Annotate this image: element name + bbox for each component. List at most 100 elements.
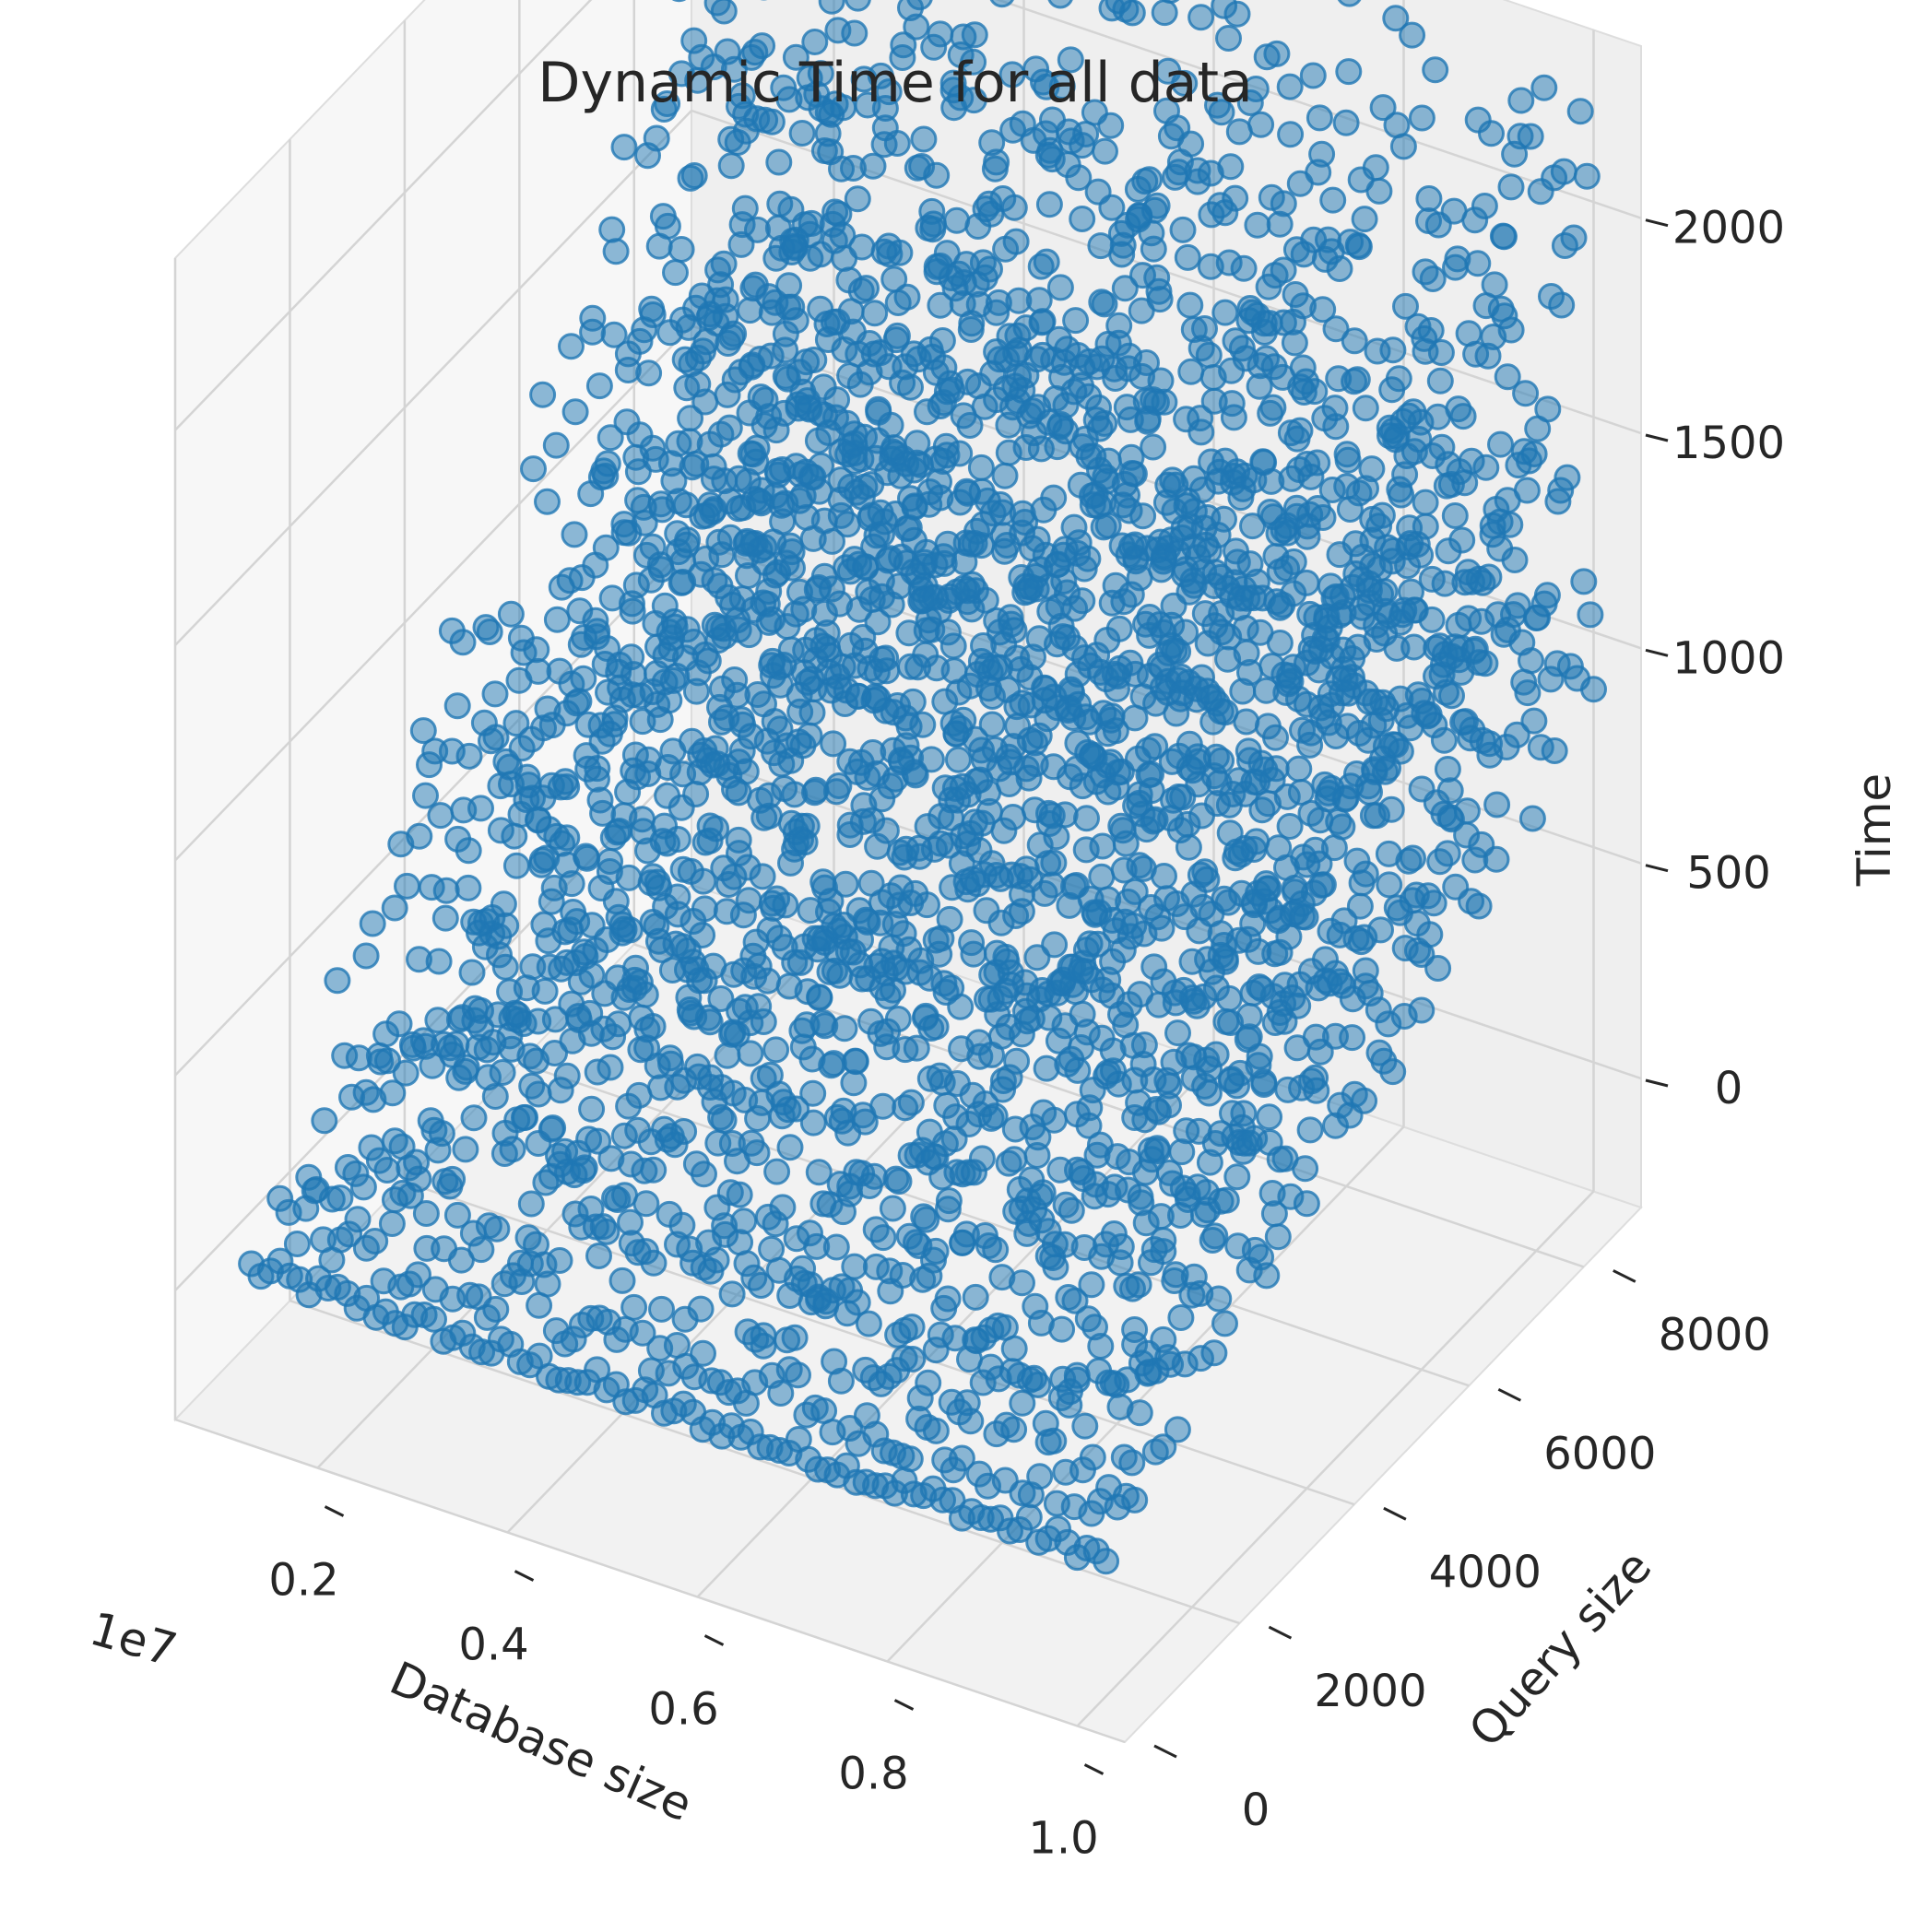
data-point [868,583,895,610]
data-point [1458,447,1485,475]
data-point [1088,289,1116,316]
data-point [1106,1393,1134,1420]
data-point [732,100,760,128]
data-point [988,1022,1015,1050]
data-point [1211,299,1239,326]
data-point [957,316,985,343]
data-point [419,1052,446,1079]
data-point [608,1266,636,1294]
data-point [1015,1503,1043,1531]
data-point [482,1295,510,1323]
data-point [1204,91,1231,119]
data-point [1162,1261,1189,1289]
data-point [893,283,921,311]
data-point [797,897,824,925]
data-point [799,1079,827,1107]
data-point [898,1314,926,1341]
data-point [762,482,789,510]
data-point [1140,433,1167,461]
data-point [697,1257,725,1285]
data-point [883,130,911,157]
data-point [1263,40,1291,67]
data-point [1392,292,1419,320]
data-point [543,606,571,633]
data-point [654,212,681,240]
data-point [916,336,944,363]
data-point [748,1272,774,1299]
data-point [510,639,538,666]
data-point [1223,1163,1251,1191]
data-point [916,1262,943,1290]
data-point [578,961,606,989]
data-point [1266,938,1294,966]
data-point [602,238,630,265]
data-point [639,909,667,936]
data-point [1445,395,1472,423]
data-point [765,925,793,952]
data-point [1200,1339,1228,1367]
data-point [1016,664,1044,691]
data-point [1290,241,1317,268]
data-point [385,1010,413,1038]
data-point [1494,616,1521,643]
data-point [1102,571,1129,599]
data-point [1195,341,1223,369]
data-point [1107,812,1135,840]
data-point [640,1249,668,1277]
data-point [1570,568,1598,595]
data-point [605,1010,632,1038]
data-point [1129,262,1156,289]
data-point [1150,1433,1177,1461]
data-point [1075,1112,1103,1139]
data-point [512,1103,538,1131]
data-point [1309,871,1337,899]
data-point [1483,845,1510,873]
data-point [836,1172,864,1200]
data-point [1022,55,1050,83]
data-point [1321,395,1349,422]
data-point [668,60,695,88]
data-point [774,613,801,641]
data-point [1246,1043,1273,1070]
data-point [1229,677,1257,705]
data-point [1496,511,1524,538]
data-point [989,1076,1017,1103]
data-point [361,1228,389,1255]
data-point [1256,310,1283,337]
data-point [1009,689,1036,717]
data-point [501,822,528,850]
data-point [1424,955,1452,982]
data-point [819,1277,846,1304]
data-point [1198,201,1225,229]
data-point [889,44,916,71]
data-point [1412,337,1439,365]
data-point [579,304,607,332]
data-point [1197,253,1224,280]
data-point [1339,1024,1366,1052]
data-point [1273,555,1301,583]
data-point [961,1159,987,1186]
data-point [1250,1071,1278,1098]
data-point [789,732,817,760]
data-point [1136,663,1164,689]
data-point [654,830,680,857]
data-point [674,937,702,964]
data-point [643,124,670,152]
data-point [1031,687,1058,714]
data-point [910,1203,938,1231]
data-point [832,870,859,898]
data-point [943,206,971,234]
data-point [670,1118,698,1145]
data-point [755,578,783,605]
data-point [995,439,1022,466]
z-tick-label: 1500 [1672,418,1785,469]
data-point [971,1222,998,1249]
data-point [851,473,879,501]
data-point [534,488,561,515]
data-point [1367,916,1394,944]
data-point [811,402,839,429]
data-point [467,1236,495,1264]
data-point [992,375,1020,402]
data-point [831,1015,858,1043]
data-point [788,120,816,147]
